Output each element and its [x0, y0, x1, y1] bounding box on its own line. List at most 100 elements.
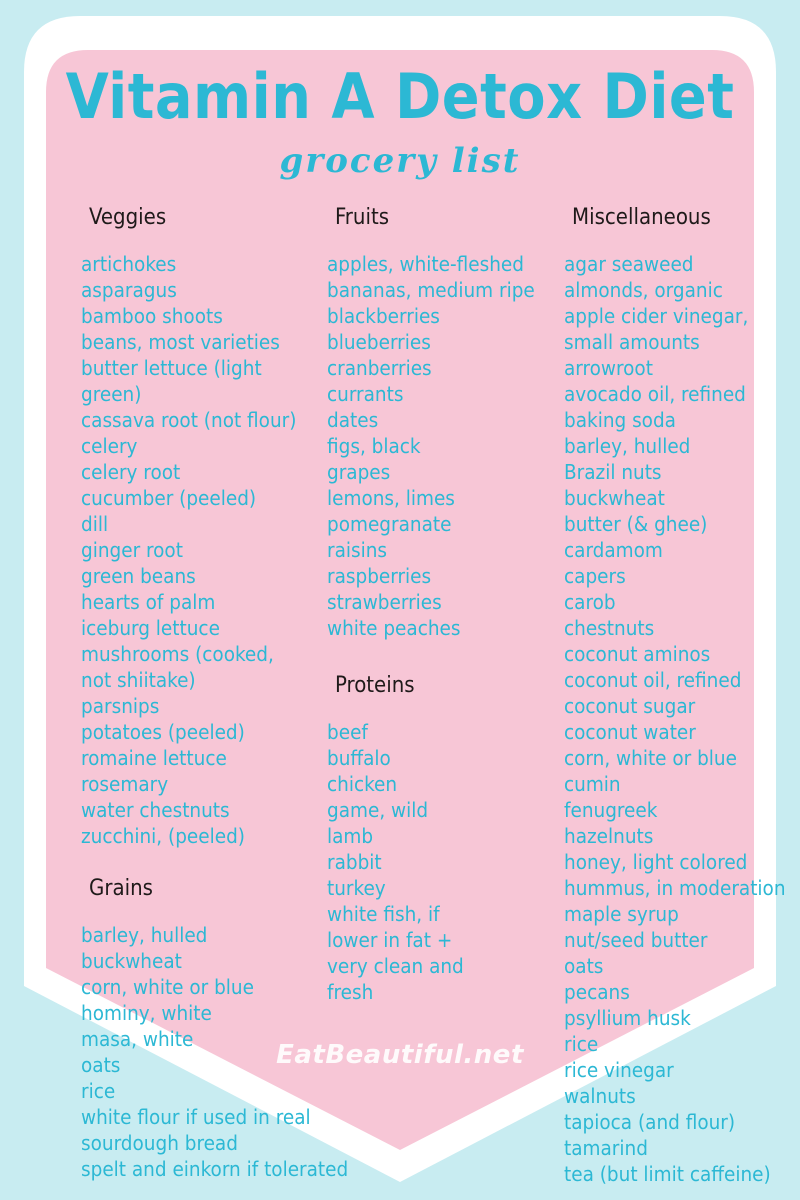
proteins-list: beef buffalo chicken game, wild lamb rabbit tu… — [327, 719, 464, 1005]
list-item: Brazil nuts — [564, 460, 662, 484]
list-item: rice vinegar — [564, 1058, 674, 1082]
list-item: asparagus — [81, 278, 177, 302]
list-item: artichokes — [81, 252, 177, 276]
list-item: lamb — [327, 824, 374, 848]
list-item: blackberries — [327, 304, 440, 328]
list-item: coconut sugar — [564, 694, 696, 718]
list-item: blueberries — [327, 330, 431, 354]
list-item: avocado oil, refined — [564, 382, 746, 406]
list-item: dill — [81, 512, 109, 536]
list-item: corn, white or blue — [81, 975, 254, 999]
list-item: tamarind — [564, 1136, 648, 1160]
list-item: honey, light colored — [564, 850, 748, 874]
list-item: almonds, organic — [564, 278, 723, 302]
list-item: celery — [81, 434, 138, 458]
veggies-section: Veggies artichokes asparagus bamboo shoots… — [81, 205, 296, 849]
list-item: rice — [564, 1032, 599, 1056]
list-item: green) — [81, 382, 142, 406]
list-item: beans, most varieties — [81, 330, 280, 354]
list-item: agar seaweed — [564, 252, 694, 276]
list-item: figs, black — [327, 434, 421, 458]
list-item: butter lettuce (light — [81, 356, 262, 380]
list-item: lower in fat + — [327, 928, 453, 952]
veggies-heading: Veggies — [89, 205, 167, 230]
list-item: psyllium husk — [564, 1006, 691, 1030]
list-item: bamboo shoots — [81, 304, 223, 328]
list-item: white peaches — [327, 616, 461, 640]
list-item: capers — [564, 564, 626, 588]
list-item: zucchini, (peeled) — [81, 824, 245, 848]
page-title: Vitamin A Detox Diet — [65, 60, 735, 133]
list-item: spelt and einkorn if tolerated — [81, 1157, 349, 1181]
list-item: apple cider vinegar, — [564, 304, 749, 328]
list-item: ginger root — [81, 538, 183, 562]
list-item: barley, hulled — [564, 434, 691, 458]
list-item: raspberries — [327, 564, 432, 588]
list-item: hearts of palm — [81, 590, 216, 614]
list-item: rice — [81, 1079, 116, 1103]
list-item: buckwheat — [81, 949, 182, 973]
list-item: coconut oil, refined — [564, 668, 742, 692]
misc-heading: Miscellaneous — [572, 205, 711, 230]
pink-banner-card — [46, 50, 754, 1150]
list-item: iceburg lettuce — [81, 616, 220, 640]
list-item: very clean and — [327, 954, 464, 978]
grains-heading: Grains — [89, 876, 153, 901]
list-item: water chestnuts — [81, 798, 230, 822]
grains-section: Grains barley, hulled buckwheat corn, whit… — [81, 876, 348, 1182]
list-item: celery root — [81, 460, 181, 484]
list-item: raisins — [327, 538, 388, 562]
list-item: potatoes (peeled) — [81, 720, 245, 744]
list-item: turkey — [327, 876, 386, 900]
list-item: baking soda — [564, 408, 676, 432]
list-item: pomegranate — [327, 512, 452, 536]
veggies-list: artichokes asparagus bamboo shoots beans, m… — [81, 251, 296, 849]
list-item: green beans — [81, 564, 196, 588]
list-item: tapioca (and flour) — [564, 1110, 736, 1134]
list-item: mushrooms (cooked, — [81, 642, 274, 666]
list-item: small amounts — [564, 330, 700, 354]
proteins-heading: Proteins — [335, 673, 415, 698]
list-item: dates — [327, 408, 379, 432]
list-item: barley, hulled — [81, 923, 208, 947]
list-item: hazelnuts — [564, 824, 654, 848]
list-item: currants — [327, 382, 404, 406]
list-item: chicken — [327, 772, 398, 796]
list-item: fresh — [327, 980, 374, 1004]
list-item: fenugreek — [564, 798, 658, 822]
list-item: rabbit — [327, 850, 382, 874]
fruits-heading: Fruits — [335, 205, 390, 230]
list-item: buffalo — [327, 746, 391, 770]
grains-list: barley, hulled buckwheat corn, white or bl… — [81, 922, 348, 1182]
list-item: oats — [81, 1053, 121, 1077]
list-item: chestnuts — [564, 616, 655, 640]
page-subtitle: grocery list — [279, 141, 521, 181]
list-item: buckwheat — [564, 486, 665, 510]
list-item: masa, white — [81, 1027, 194, 1051]
list-item: grapes — [327, 460, 391, 484]
misc-list: agar seaweed almonds, organic apple cider … — [564, 251, 786, 1187]
list-item: carob — [564, 590, 616, 614]
list-item: maple syrup — [564, 902, 679, 926]
list-item: white flour if used in real — [81, 1105, 311, 1129]
list-item: parsnips — [81, 694, 160, 718]
list-item: lemons, limes — [327, 486, 455, 510]
list-item: not shiitake) — [81, 668, 196, 692]
list-item: hominy, white — [81, 1001, 212, 1025]
fruits-section: Fruits apples, white-fleshed bananas, med… — [327, 205, 535, 641]
list-item: cranberries — [327, 356, 432, 380]
proteins-section: Proteins beef buffalo chicken game, wild lam… — [327, 673, 464, 1005]
list-item: cassava root (not flour) — [81, 408, 297, 432]
list-item: coconut aminos — [564, 642, 711, 666]
list-item: corn, white or blue — [564, 746, 737, 770]
list-item: nut/seed butter — [564, 928, 708, 952]
list-item: cardamom — [564, 538, 663, 562]
list-item: cucumber (peeled) — [81, 486, 257, 510]
site-watermark: EatBeautiful.net — [276, 1040, 524, 1070]
list-item: apples, white-fleshed — [327, 252, 524, 276]
fruits-list: apples, white-fleshed bananas, medium rip… — [327, 251, 535, 641]
list-item: rosemary — [81, 772, 169, 796]
list-item: coconut water — [564, 720, 696, 744]
list-item: arrowroot — [564, 356, 653, 380]
